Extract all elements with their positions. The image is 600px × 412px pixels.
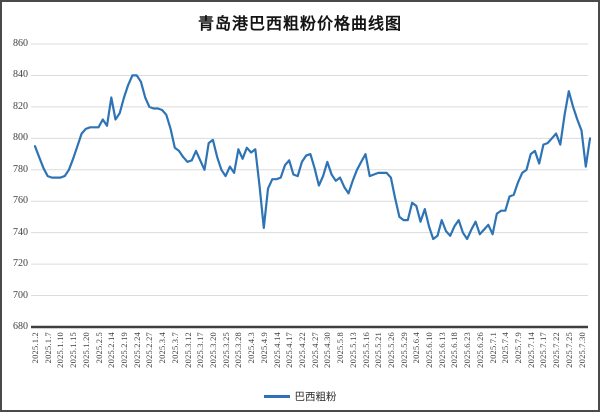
x-axis-label: 2025.3.20 [207,332,218,368]
y-axis-label: 840 [13,69,28,81]
x-axis-label: 2025.1.15 [67,332,78,368]
x-axis-label: 2025.2.19 [118,332,129,368]
y-axis-label: 700 [13,289,28,301]
chart-title: 青岛港巴西粗粉价格曲线图 [197,16,402,33]
y-axis-label: 860 [13,38,28,49]
x-axis-label: 2025.3.4 [156,332,167,364]
x-axis-label: 2025.4.30 [322,332,333,368]
x-axis-label: 2025.5.21 [372,332,383,368]
x-axis-label: 2025.7.1 [487,332,498,364]
x-axis-label: 2025.1.10 [55,332,66,368]
y-axis-label: 780 [13,163,28,175]
x-axis-label: 2025.2.5 [93,332,104,364]
legend: 巴西粗粉 [2,389,598,404]
x-axis-label: 2025.6.13 [436,332,447,368]
x-axis-label: 2025.1.20 [80,332,91,368]
y-axis-label: 680 [13,321,28,332]
x-axis-label: 2025.7.9 [512,332,523,364]
x-axis-label: 2025.2.24 [131,332,142,368]
legend-series-label: 巴西粗粉 [294,392,337,403]
x-axis-label: 2025.4.9 [258,332,269,364]
x-axis-label: 2025.1.7 [42,332,53,364]
y-axis-label: 820 [13,100,28,112]
x-axis-label: 2025.4.22 [296,332,307,368]
x-axis-label: 2025.4.3 [245,332,256,364]
x-axis-label: 2025.6.23 [461,332,472,368]
legend-line-swatch [263,395,290,398]
y-axis-label: 760 [13,195,28,207]
x-axis-label: 2025.7.14 [525,332,536,368]
x-axis-label: 2025.7.25 [563,332,574,368]
price-line-series [33,74,592,241]
x-axis-label: 2025.7.30 [576,332,587,368]
x-axis-label: 2025.6.4 [411,332,422,364]
y-axis-label: 720 [13,258,28,270]
x-axis-label: 2025.4.17 [283,332,294,368]
x-axis-label: 2025.3.17 [194,332,205,368]
x-axis-label: 2025.3.7 [169,332,180,364]
x-axis-label: 2025.6.26 [474,332,485,368]
x-axis-label: 2025.5.16 [360,332,371,368]
x-axis-label: 2025.5.29 [398,332,409,368]
x-axis-label: 2025.7.17 [538,332,549,368]
x-axis-label: 2025.5.8 [334,332,345,364]
x-axis-label: 2025.3.12 [182,332,193,368]
x-axis-label: 2025.1.2 [29,332,40,364]
x-axis-label: 2025.3.25 [220,332,231,368]
x-axis-label: 2025.5.13 [347,332,358,368]
x-axis-label: 2025.4.14 [271,332,282,368]
x-axis-label: 2025.5.26 [385,332,396,368]
x-axis-label: 2025.2.14 [106,332,117,368]
x-axis-label: 2025.4.27 [309,332,320,368]
y-axis-label: 740 [13,226,28,238]
y-axis-label: 800 [13,132,28,144]
x-axis-label: 2025.6.10 [423,332,434,368]
x-axis-label: 2025.7.22 [550,332,561,368]
x-axis-label: 2025.7.4 [500,332,511,364]
x-axis-label: 2025.6.18 [449,332,460,368]
x-axis-label: 2025.2.27 [144,332,155,368]
x-axis-label: 2025.3.28 [233,332,244,368]
